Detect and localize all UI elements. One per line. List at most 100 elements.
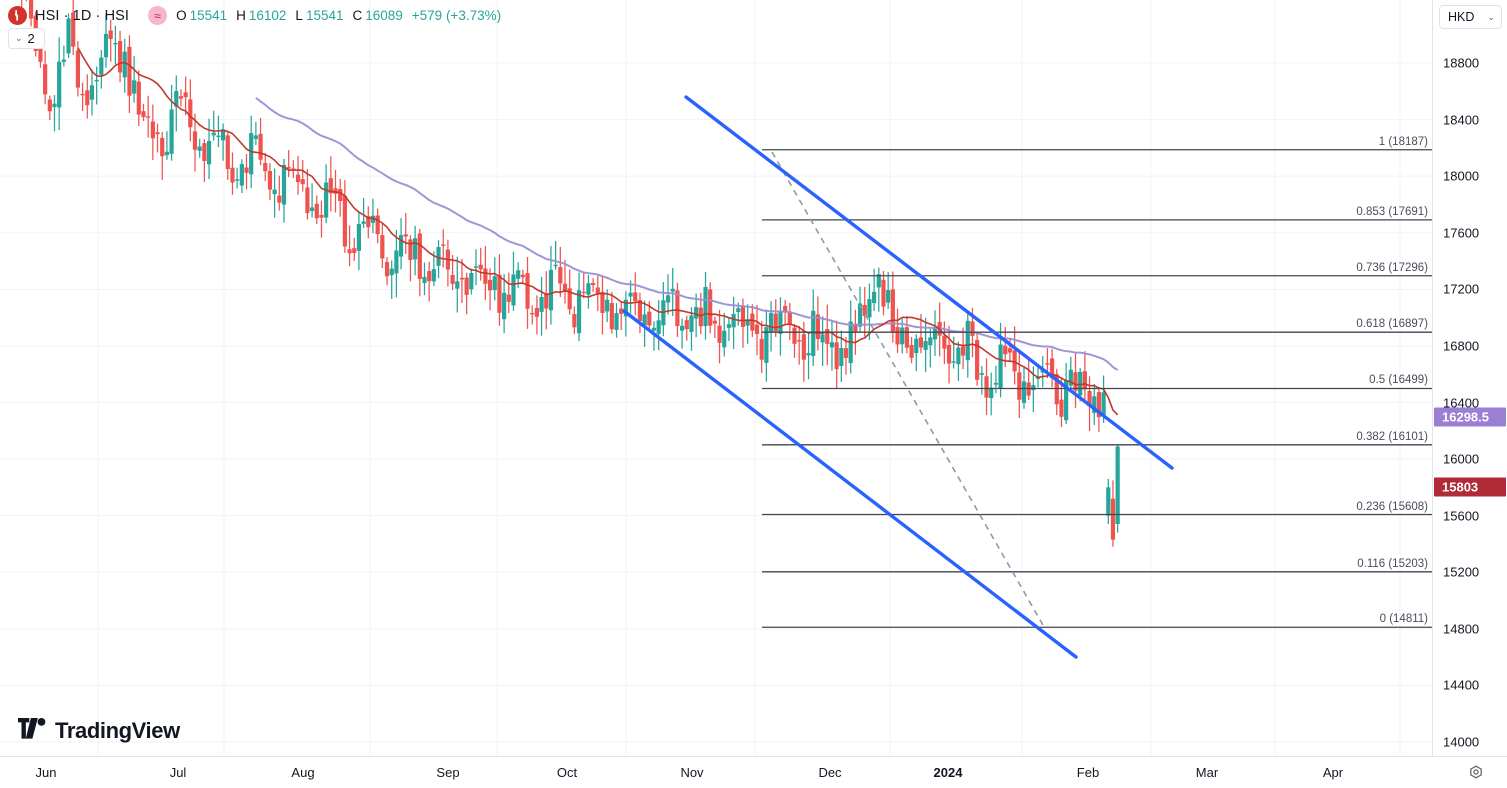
candle-body [581,291,586,294]
candle-body [206,140,212,165]
candle-body [300,179,305,185]
candle-body [572,314,577,328]
candle-body [1078,371,1083,396]
candle-body [1087,391,1092,407]
time-tick: 2024 [933,765,963,780]
candle-body [258,133,263,160]
time-tick: Dec [818,765,842,780]
candle-body [731,313,736,328]
candle-body [71,12,76,47]
candle-body [600,291,605,313]
candle-body [970,321,975,336]
time-scale[interactable]: Jun Jul Aug Sep Oct Nov Dec 2024 Feb Mar Apr [0,756,1507,788]
candle-body [754,324,760,334]
candle-body [441,244,446,246]
last-price-badge: 15803 [1434,477,1506,497]
chevron-down-icon: ⌄ [15,33,23,43]
candle-body [192,131,198,150]
settings-hex-icon[interactable] [1467,764,1485,782]
time-tick: Apr [1322,765,1344,780]
tradingview-logo-icon [18,718,46,744]
candle-body [188,99,193,128]
candle-body [361,221,366,224]
candle-body [820,334,825,343]
candle-body [591,282,596,286]
candle-body [717,325,722,343]
candle-body [61,59,66,62]
candle-body [900,327,905,345]
channel-upper-line [684,95,1174,470]
candle-body [28,0,34,19]
candle-body [759,338,764,360]
price-scale[interactable]: HKD ⌄ 18800 18400 18000 17600 17200 16800 1640… [1432,0,1507,756]
candle-body [169,109,174,154]
candle-body [633,292,638,302]
candle-body [1106,487,1111,516]
candle-body [178,96,184,99]
fib-label-1: 1 (18187) [1378,135,1428,148]
candle-body [647,311,652,326]
candle-body [1092,396,1097,413]
candle-body [586,283,591,295]
candle-body [787,312,792,325]
price-tick: 14000 [1443,734,1480,750]
candle-body [689,315,694,332]
candle-body [642,314,647,326]
descending-channel [622,95,1174,659]
candle-body [85,90,90,106]
ma-price-badge: 16298.5 [1434,407,1506,427]
candle-body [993,382,998,385]
candle-body [314,203,319,219]
candle-body [43,64,48,95]
candle-body [230,167,235,183]
candle-body [417,233,422,279]
candle-body [253,135,258,139]
candle-body [295,174,301,183]
gridlines [0,0,1432,756]
candle-body [155,132,160,135]
candle-body [324,182,329,218]
candle-body [57,61,62,108]
currency-selector[interactable]: HKD ⌄ [1439,5,1502,29]
time-tick: Nov [680,765,704,780]
candle-body [829,342,835,348]
candle-body [384,261,390,277]
candle-body [792,327,797,344]
candle-body [1017,372,1022,400]
candle-body [244,167,249,173]
chart-plot-area[interactable] [0,0,1432,756]
candle-body [932,326,938,340]
candle-body [1115,446,1120,525]
candle-body [1073,372,1078,391]
candle-body [427,271,432,282]
candle-body [722,330,727,348]
candle-body [698,307,703,327]
candle-body [347,249,352,254]
candle-body [366,216,371,228]
candle-body [141,111,146,118]
candle-body [867,299,872,318]
candle-body [492,276,497,291]
candle-body [277,195,282,203]
time-tick: Aug [291,765,315,780]
candle-body [122,51,127,78]
candle-body [183,92,188,98]
candle-body [637,300,643,322]
candle-body [150,121,155,139]
candle-body [516,270,521,279]
interval-dropdown[interactable]: ⌄ 2 [8,28,45,49]
candle-body [520,274,525,278]
candle-body [984,376,989,398]
candle-body [989,387,994,399]
candle-body [862,304,867,316]
candle-body [473,266,479,268]
candle-body [806,353,811,356]
candle-body [478,264,483,270]
candle-body [455,281,460,289]
candle-body [979,373,984,375]
candle-body [951,361,956,363]
candle-body [370,215,376,223]
candle-body [1031,385,1036,391]
candle-body [764,327,769,363]
candle-body [811,310,816,356]
